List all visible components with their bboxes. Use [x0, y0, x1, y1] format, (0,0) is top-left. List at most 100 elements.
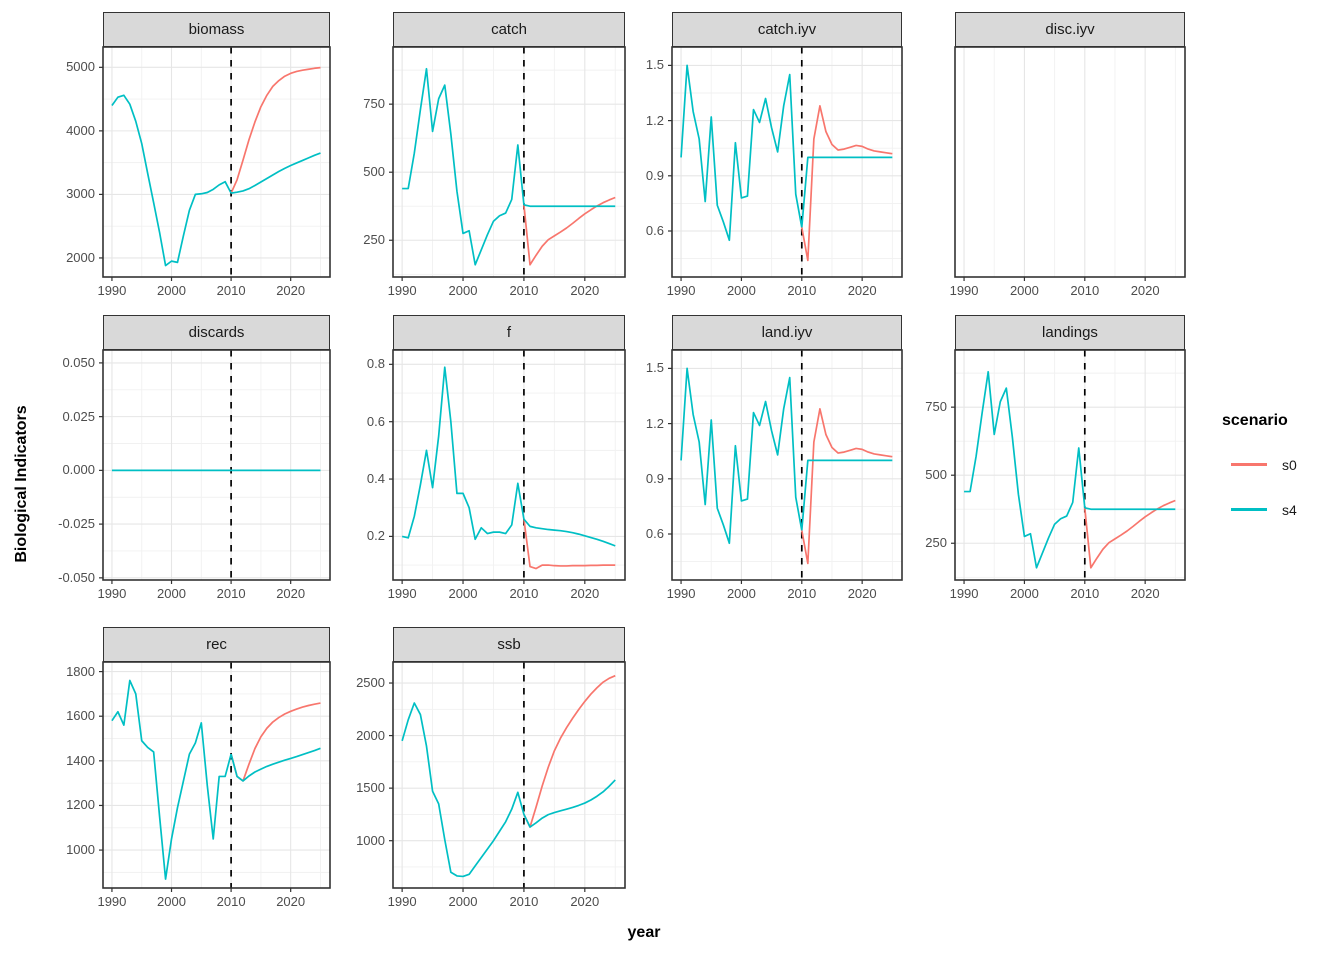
facet-title: biomass — [188, 21, 245, 38]
legend-entry-s4: s4 — [1222, 487, 1297, 532]
facet-strip: rec — [103, 627, 330, 662]
y-tick-label: 750 — [363, 96, 385, 112]
y-axis-title: Biological Indicators — [13, 405, 30, 563]
series-line-s4-projection — [230, 152, 321, 194]
y-tick-label: 0.6 — [366, 413, 385, 429]
x-tick-label: 2020 — [570, 283, 600, 298]
x-tick-label: 2000 — [1009, 586, 1039, 601]
facet-panel-landings: landings 250 500 750 1990 2000 2010 2020 — [925, 315, 1186, 601]
series-line-s4-history — [111, 94, 232, 267]
facet-panel-catch.iyv: catch.iyv 0.6 0.9 1.2 1.5 1990 2000 2010 2020 — [646, 12, 903, 298]
y-tick-label: 1800 — [66, 663, 95, 679]
legend-entry-label: s4 — [1282, 501, 1297, 518]
series-line-s4-history — [401, 366, 525, 541]
x-tick-label: 2000 — [157, 586, 186, 601]
x-tick-label: 2000 — [448, 894, 478, 909]
plot-area — [389, 349, 626, 584]
y-tick-label: 5000 — [66, 59, 95, 75]
y-tick-label: 2000 — [66, 249, 95, 265]
plot-area — [389, 46, 626, 281]
series-line-s4-projection — [523, 779, 616, 828]
series-line-s4-projection — [1084, 507, 1176, 511]
series-line-s0-projection — [1083, 499, 1176, 569]
series-line-s0-projection — [523, 196, 616, 266]
facet-title: catch.iyv — [757, 21, 817, 38]
y-tick-label: 1.2 — [645, 415, 664, 431]
x-tick-label: 2010 — [509, 283, 539, 298]
series-line-s0-projection — [230, 702, 321, 782]
facet-strip: disc.iyv — [955, 12, 1185, 47]
x-tick-label: 2020 — [847, 283, 877, 298]
series-line-s0-projection — [523, 519, 616, 570]
plot-area — [668, 349, 903, 584]
x-tick-label: 2020 — [276, 894, 306, 909]
x-tick-label: 2010 — [787, 283, 817, 298]
x-tick-label: 1990 — [387, 894, 417, 909]
y-tick-label: 2500 — [356, 675, 385, 691]
y-tick-label: 1600 — [66, 708, 95, 724]
x-tick-label: 1990 — [387, 283, 417, 298]
plot-area — [951, 349, 1186, 584]
series-line-s4-projection — [800, 459, 893, 531]
series-line-s4-history — [401, 702, 525, 878]
legend-key-line-s4 — [1231, 508, 1267, 511]
y-tick-label: 0.6 — [645, 223, 664, 238]
facet-panel-land.iyv: land.iyv 0.6 0.9 1.2 1.5 1990 2000 2010 2020 — [646, 315, 903, 601]
facet-title: f — [506, 324, 512, 341]
x-tick-label: 2010 — [216, 586, 246, 601]
x-tick-label: 1990 — [97, 586, 127, 601]
y-tick-label: 0.2 — [366, 528, 385, 544]
y-tick-label: -0.025 — [58, 516, 95, 532]
plot-area — [389, 661, 626, 892]
y-tick-label: 1400 — [66, 752, 95, 768]
x-tick-label: 2010 — [787, 586, 817, 601]
facet-strip: biomass — [103, 12, 330, 47]
x-axis-title: year — [627, 924, 661, 941]
series-line-s4-history — [964, 370, 1086, 569]
facet-strip: f — [393, 315, 625, 350]
series-line-s0-projection — [230, 66, 321, 194]
y-tick-label: 0.6 — [645, 526, 664, 541]
x-tick-label: 1990 — [949, 586, 979, 601]
x-tick-label: 2010 — [216, 894, 246, 909]
x-tick-label: 2010 — [509, 894, 539, 909]
facet-strip: catch — [393, 12, 625, 47]
x-tick-label: 1990 — [387, 586, 417, 601]
plot-area — [954, 46, 1186, 281]
facet-panel-discards: discards -0.050 -0.025 0.000 0.025 0.050 1990 2… — [58, 315, 331, 601]
facet-panel-ssb: ssb 1000 1500 2000 2500 1990 2000 2010 2020 — [356, 627, 626, 909]
x-tick-label: 2010 — [1070, 586, 1100, 601]
x-tick-label: 2020 — [570, 894, 600, 909]
y-tick-label: 1000 — [66, 842, 95, 858]
facet-title: catch — [491, 21, 527, 38]
facet-strip: catch.iyv — [672, 12, 902, 47]
y-tick-label: 0.8 — [366, 356, 385, 372]
facet-title: land.iyv — [761, 324, 813, 341]
x-tick-label: 2010 — [216, 283, 246, 298]
legend: scenario s0 s4 — [1222, 412, 1297, 532]
y-tick-label: 500 — [925, 467, 947, 483]
y-tick-label: 1.5 — [645, 57, 664, 73]
x-tick-label: 1990 — [97, 894, 127, 909]
legend-entry-label: s0 — [1282, 456, 1297, 473]
facet-title: ssb — [497, 636, 521, 653]
y-tick-label: 0.000 — [62, 462, 95, 478]
y-tick-label: 1000 — [356, 832, 385, 848]
series-line-s4-history — [111, 679, 232, 880]
x-tick-label: 1990 — [666, 283, 696, 298]
x-tick-label: 2020 — [276, 283, 306, 298]
x-tick-label: 2010 — [1070, 283, 1100, 298]
y-tick-label: 0.9 — [645, 470, 664, 486]
x-tick-label: 2000 — [448, 586, 478, 601]
y-tick-label: 0.025 — [62, 408, 95, 424]
x-tick-label: 1990 — [666, 586, 696, 601]
facet-title: landings — [1042, 324, 1098, 341]
y-tick-label: 1.5 — [645, 360, 664, 376]
x-tick-label: 2020 — [570, 586, 600, 601]
x-tick-label: 2000 — [726, 586, 756, 601]
y-tick-label: 3000 — [66, 186, 95, 202]
series-line-s4-projection — [523, 518, 616, 547]
y-tick-label: 750 — [925, 399, 947, 415]
y-tick-label: 500 — [363, 164, 385, 180]
